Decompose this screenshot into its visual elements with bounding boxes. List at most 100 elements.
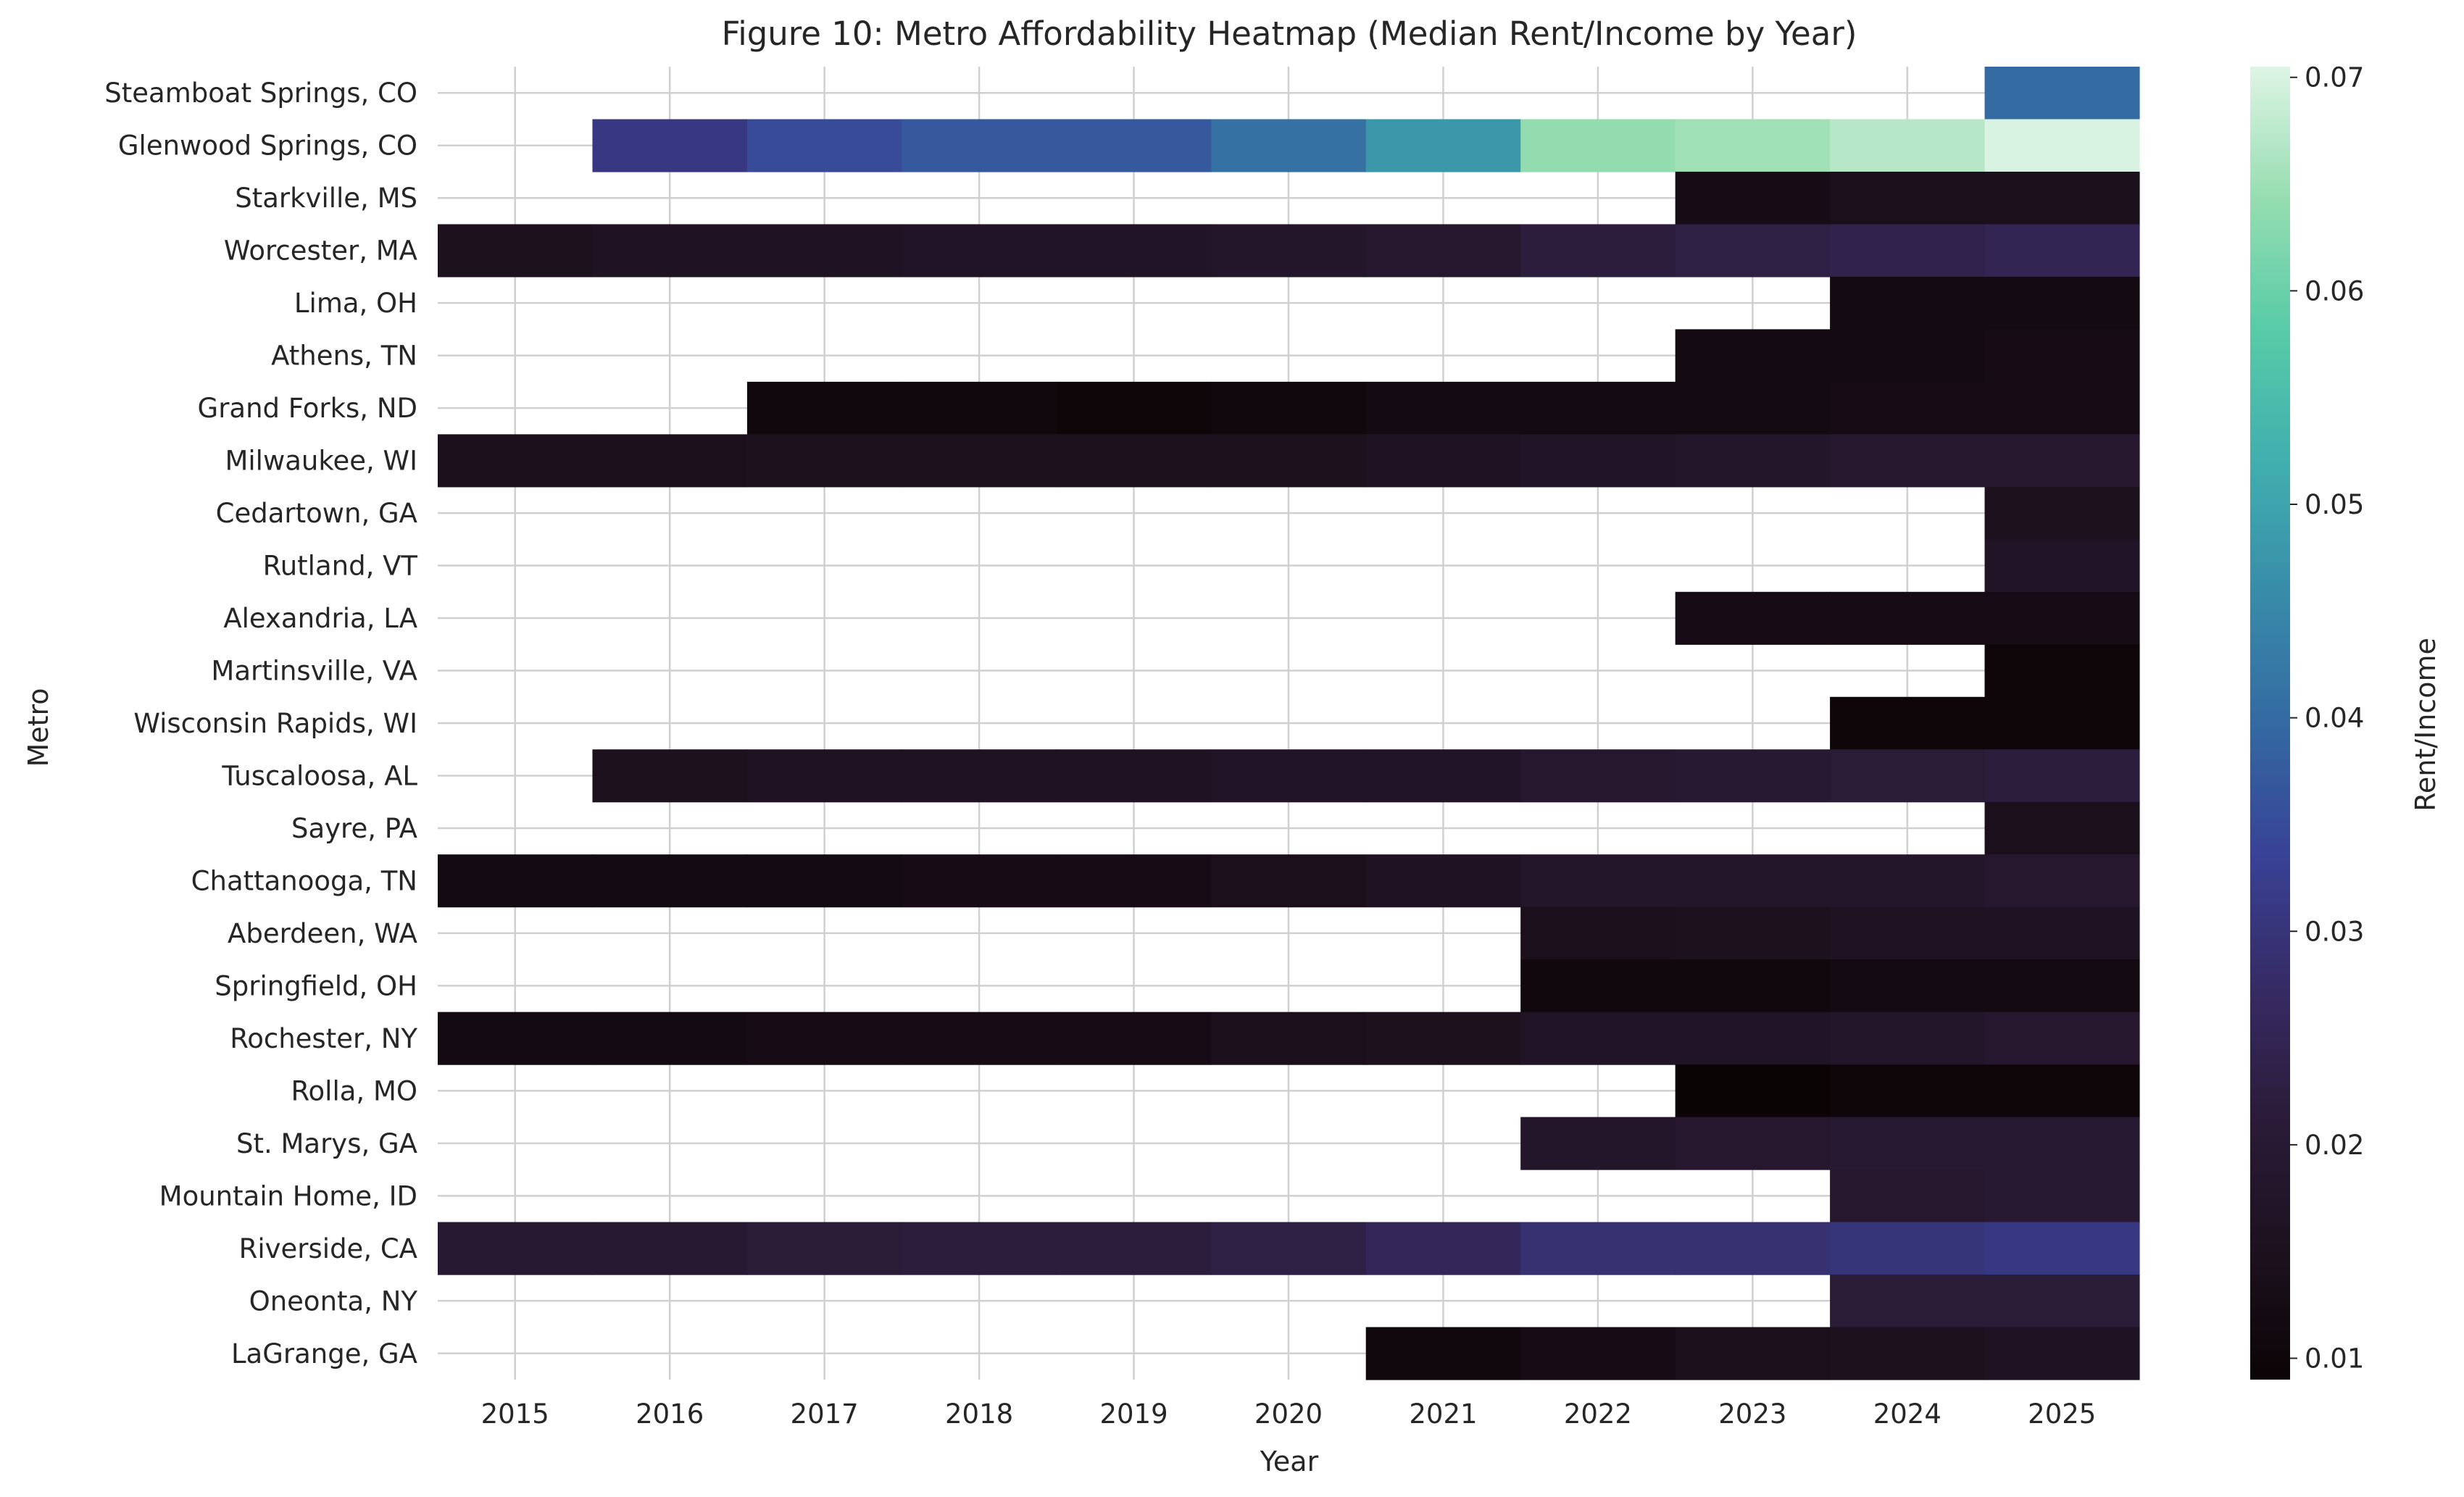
heatmap-cell [1830,329,1986,383]
heatmap-cell [1984,539,2140,593]
y-tick-label: Rochester, NY [230,1023,417,1054]
heatmap-cell [1211,224,1367,278]
x-tick-label: 2016 [636,1398,704,1430]
heatmap-cell [592,749,748,803]
heatmap-cell [902,1012,1057,1065]
heatmap-cell [1984,381,2140,435]
heatmap-cell [1984,696,2140,750]
heatmap-cell [592,1012,748,1065]
heatmap-cell [902,1222,1057,1275]
colorbar: 0.01 0.02 0.03 0.04 0.05 0.06 0.07 Rent/Income [2250,62,2442,1380]
heatmap-cell [438,1222,594,1275]
heatmap-cell [1675,381,1831,435]
heatmap-cell [746,854,902,908]
heatmap-cell [1830,1275,1986,1328]
colorbar-tick-label: 0.02 [2305,1130,2364,1161]
heatmap-cell [1211,749,1367,803]
heatmap-cell [1520,854,1676,908]
heatmap-cell [902,119,1057,172]
heatmap-cell [1520,1117,1676,1170]
heatmap-cell [1984,644,2140,698]
heatmap-cell [1675,119,1831,172]
heatmap-cell [1056,854,1212,908]
heatmap-cell [1675,171,1831,225]
heatmap-cell [1830,434,1986,488]
heatmap-cell [1984,1275,2140,1328]
x-tick-labels: 2015 2016 2017 2018 2019 2020 2021 2022 2023 2024… [481,1398,2097,1430]
heatmap-cell [746,381,902,435]
heatmap-cell [1211,1222,1367,1275]
heatmap-cell [1984,67,2140,120]
y-tick-label: Aberdeen, WA [228,918,417,949]
x-axis-label: Year [1260,1446,1319,1477]
heatmap-cell [1984,1327,2140,1380]
heatmap-cell [1365,434,1521,488]
x-tick-label: 2019 [1099,1398,1168,1430]
colorbar-label: Rent/Income [2410,638,2442,812]
heatmap-cell [592,854,748,908]
colorbar-tick-label: 0.04 [2305,703,2364,734]
heatmap-cell [1830,1117,1986,1170]
heatmap-cell [438,434,594,488]
heatmap-cell [1984,1117,2140,1170]
heatmap-cell [1830,381,1986,435]
x-tick-label: 2021 [1409,1398,1477,1430]
colorbar-tick-label: 0.07 [2305,62,2364,93]
x-tick-label: 2015 [481,1398,549,1430]
heatmap-cell [1365,119,1521,172]
heatmap-cell [746,749,902,803]
heatmap-cell [1211,1012,1367,1065]
heatmap-cell [1984,224,2140,278]
y-tick-label: Lima, OH [294,288,417,319]
y-tick-labels: Steamboat Springs, CO Glenwood Springs, C… [104,78,417,1369]
heatmap-cell [1984,906,2140,960]
heatmap-cell [1830,1012,1986,1065]
heatmap-cell [1520,959,1676,1013]
heatmap-cell [592,224,748,278]
heatmap-cell [1675,1064,1831,1118]
heatmap-cell [1830,959,1986,1013]
x-tick-label: 2023 [1718,1398,1786,1430]
heatmap-cell [746,224,902,278]
y-tick-label: Steamboat Springs, CO [104,78,417,109]
y-tick-label: Mountain Home, ID [159,1180,417,1212]
heatmap-cell [1984,276,2140,330]
heatmap-cell [1056,749,1212,803]
heatmap-cell [1211,854,1367,908]
heatmap-cell [1675,854,1831,908]
y-tick-label: St. Marys, GA [236,1128,417,1159]
heatmap-cell [1830,1222,1986,1275]
heatmap-cell [1675,1117,1831,1170]
heatmap-cell [1830,224,1986,278]
colorbar-tick-label: 0.01 [2305,1343,2364,1375]
heatmap-cell [1365,1012,1521,1065]
heatmap-cell [438,1012,594,1065]
y-tick-label: Rutland, VT [263,551,418,582]
heatmap-cell [1984,1064,2140,1118]
heatmap-cell [1984,1222,2140,1275]
heatmap-cell [1520,749,1676,803]
y-tick-label: Grand Forks, ND [198,393,417,424]
heatmap-cell [1211,119,1367,172]
heatmap-cell [1830,854,1986,908]
heatmap-cell [1830,696,1986,750]
heatmap-cell [1984,1169,2140,1223]
heatmap-cell [902,854,1057,908]
heatmap-cell [1984,329,2140,383]
heatmap-cell [902,381,1057,435]
heatmap-cell [1675,591,1831,645]
heatmap-cell [1520,906,1676,960]
heatmap-cell [1675,906,1831,960]
heatmap-cell [1830,906,1986,960]
heatmap-cells [438,67,2140,1380]
heatmap-cell [902,224,1057,278]
heatmap-cell [1984,959,2140,1013]
heatmap-cell [1984,854,2140,908]
heatmap-cell [1365,749,1521,803]
heatmap-cell [1984,591,2140,645]
y-tick-label: Oneonta, NY [249,1285,418,1317]
heatmap-cell [1830,749,1986,803]
colorbar-tick-label: 0.06 [2305,275,2364,307]
heatmap-cell [1830,1169,1986,1223]
heatmap-cell [1520,434,1676,488]
